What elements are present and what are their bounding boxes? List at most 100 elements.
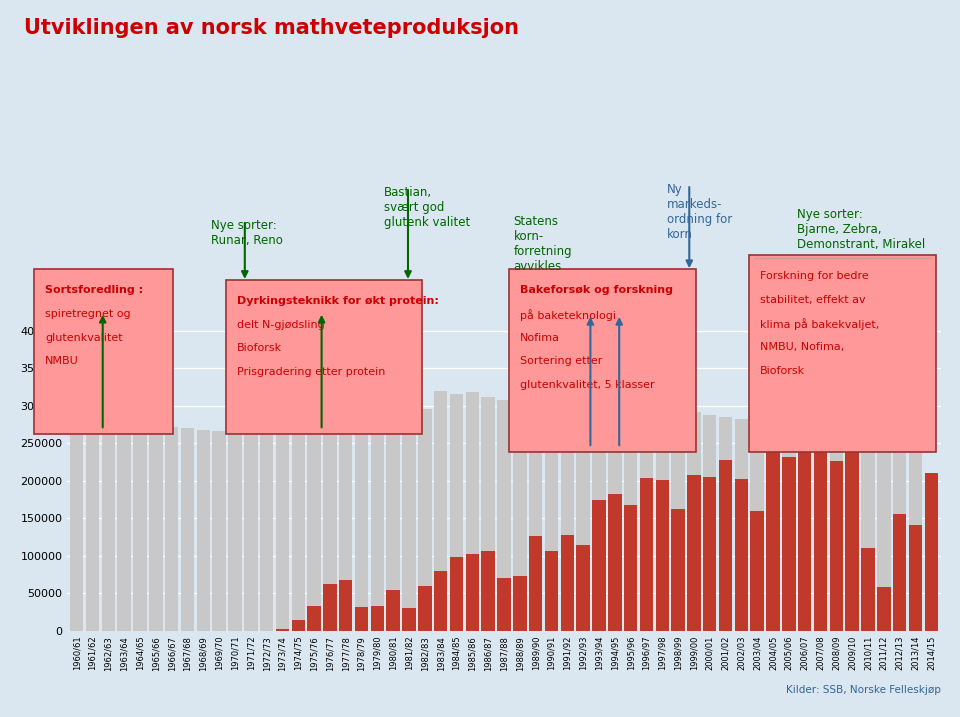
Bar <box>861 549 875 631</box>
Text: Bakeforsøk og forskning: Bakeforsøk og forskning <box>520 285 673 295</box>
Bar <box>260 404 274 631</box>
Bar <box>497 399 511 631</box>
Bar <box>355 607 369 631</box>
Bar <box>544 397 558 631</box>
Text: delt N-gjødsling: delt N-gjødsling <box>237 320 324 330</box>
Text: Prisgradering etter protein: Prisgradering etter protein <box>237 367 386 377</box>
Bar <box>165 427 179 631</box>
Bar <box>608 398 621 631</box>
Bar <box>909 525 923 631</box>
Bar <box>324 402 337 631</box>
Bar <box>576 398 589 631</box>
Text: Kilder: SSB, Norske Felleskjøp: Kilder: SSB, Norske Felleskjøp <box>786 685 941 695</box>
Bar <box>276 407 289 631</box>
Bar <box>513 394 526 631</box>
Bar <box>371 404 384 631</box>
Bar <box>529 536 542 631</box>
Bar <box>576 546 589 631</box>
Bar <box>371 606 384 631</box>
Text: Forskning for bedre: Forskning for bedre <box>760 271 869 281</box>
Text: Nye sorter:
Runar, Reno: Nye sorter: Runar, Reno <box>211 219 283 247</box>
Bar <box>924 473 938 631</box>
Bar <box>544 551 558 631</box>
Bar <box>482 551 495 631</box>
Bar <box>766 424 780 631</box>
Bar <box>909 449 923 631</box>
Bar <box>798 429 811 631</box>
Bar <box>893 514 906 631</box>
Bar <box>419 586 432 631</box>
Bar <box>117 422 131 631</box>
Text: Sortsforedling :: Sortsforedling : <box>45 285 143 295</box>
Text: Ny
markeds-
ordning for
korn: Ny markeds- ordning for korn <box>667 183 732 241</box>
Bar <box>703 414 716 631</box>
Bar <box>687 475 701 631</box>
Bar <box>324 584 337 631</box>
Bar <box>861 442 875 631</box>
Bar <box>387 589 400 631</box>
Text: Nofima: Nofima <box>520 333 561 343</box>
Bar <box>671 509 684 631</box>
Bar <box>639 402 653 631</box>
Bar <box>924 473 938 631</box>
Text: Statens
korn-
forretning
avvikles: Statens korn- forretning avvikles <box>514 215 572 273</box>
Bar <box>434 391 447 631</box>
Bar <box>719 460 732 631</box>
Text: stabilitet, effekt av: stabilitet, effekt av <box>760 295 866 305</box>
Bar <box>561 399 574 631</box>
Bar <box>355 399 369 631</box>
Bar <box>829 461 843 631</box>
Text: Utviklingen av norsk mathveteproduksjon: Utviklingen av norsk mathveteproduksjon <box>24 18 519 38</box>
Bar <box>244 435 257 631</box>
Bar <box>656 480 669 631</box>
Bar <box>814 435 828 631</box>
Bar <box>639 478 653 631</box>
Bar <box>419 409 432 631</box>
Bar <box>814 440 828 631</box>
Bar <box>497 579 511 631</box>
Bar <box>276 629 289 631</box>
Text: glutenkvalitet: glutenkvalitet <box>45 333 123 343</box>
Bar <box>924 473 938 631</box>
Bar <box>893 447 906 631</box>
Bar <box>402 413 416 631</box>
Bar <box>529 392 542 631</box>
Bar <box>70 417 84 631</box>
Bar <box>228 432 242 631</box>
Text: NMBU, Nofima,: NMBU, Nofima, <box>760 342 845 352</box>
Bar <box>751 422 764 631</box>
Bar <box>782 427 796 631</box>
Bar <box>402 608 416 631</box>
Bar <box>798 432 811 631</box>
Bar <box>608 493 621 631</box>
Bar <box>561 535 574 631</box>
Text: Bioforsk: Bioforsk <box>237 343 282 353</box>
Text: Sortering etter: Sortering etter <box>520 356 603 366</box>
Bar <box>387 409 400 631</box>
Bar <box>703 477 716 631</box>
Bar <box>924 473 938 631</box>
Bar <box>466 554 479 631</box>
Bar <box>592 394 606 631</box>
Text: klima på bakekvaljet,: klima på bakekvaljet, <box>760 318 879 331</box>
Bar <box>734 419 748 631</box>
Bar <box>450 556 464 631</box>
Bar <box>751 511 764 631</box>
Bar <box>102 421 115 631</box>
Text: Bioforsk: Bioforsk <box>760 366 805 376</box>
Bar <box>766 441 780 631</box>
Bar <box>624 397 637 631</box>
Bar <box>180 428 194 631</box>
Text: Nye sorter:
Bjarne, Zebra,
Demonstrant, Mirakel: Nye sorter: Bjarne, Zebra, Demonstrant, … <box>797 208 925 251</box>
Bar <box>656 406 669 631</box>
Bar <box>482 397 495 631</box>
Bar <box>292 417 305 631</box>
Bar <box>466 392 479 631</box>
Bar <box>782 457 796 631</box>
Text: Dyrkingsteknikk for økt protein:: Dyrkingsteknikk for økt protein: <box>237 296 439 306</box>
Bar <box>687 412 701 631</box>
Bar <box>450 394 464 631</box>
Bar <box>829 437 843 631</box>
Bar <box>339 398 352 631</box>
Text: på baketeknologi: på baketeknologi <box>520 309 616 321</box>
